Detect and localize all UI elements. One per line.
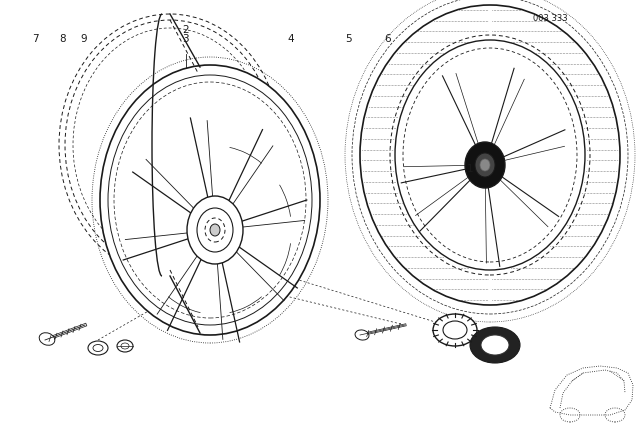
Ellipse shape	[121, 343, 129, 349]
Ellipse shape	[355, 330, 369, 340]
Ellipse shape	[465, 142, 505, 188]
Ellipse shape	[210, 224, 220, 236]
Text: 8: 8	[60, 34, 66, 43]
Ellipse shape	[480, 159, 490, 171]
Ellipse shape	[481, 335, 509, 355]
Ellipse shape	[117, 340, 133, 352]
Text: 4: 4	[288, 34, 294, 43]
Ellipse shape	[39, 333, 55, 345]
Ellipse shape	[475, 153, 495, 177]
Text: 5: 5	[346, 34, 352, 43]
Ellipse shape	[93, 345, 103, 352]
Text: 9: 9	[80, 34, 86, 43]
Ellipse shape	[108, 75, 312, 325]
Text: 7: 7	[32, 34, 38, 43]
Ellipse shape	[187, 196, 243, 264]
Ellipse shape	[114, 82, 306, 318]
Ellipse shape	[88, 341, 108, 355]
Text: 2: 2	[182, 25, 189, 34]
Text: 6: 6	[384, 34, 390, 43]
Ellipse shape	[470, 327, 520, 363]
Text: 3: 3	[182, 34, 189, 43]
Text: 1: 1	[467, 164, 474, 173]
Ellipse shape	[205, 218, 225, 242]
Ellipse shape	[197, 208, 233, 252]
Ellipse shape	[443, 321, 467, 339]
Text: 003 333: 003 333	[533, 14, 568, 23]
Ellipse shape	[433, 314, 477, 346]
Ellipse shape	[100, 65, 320, 335]
